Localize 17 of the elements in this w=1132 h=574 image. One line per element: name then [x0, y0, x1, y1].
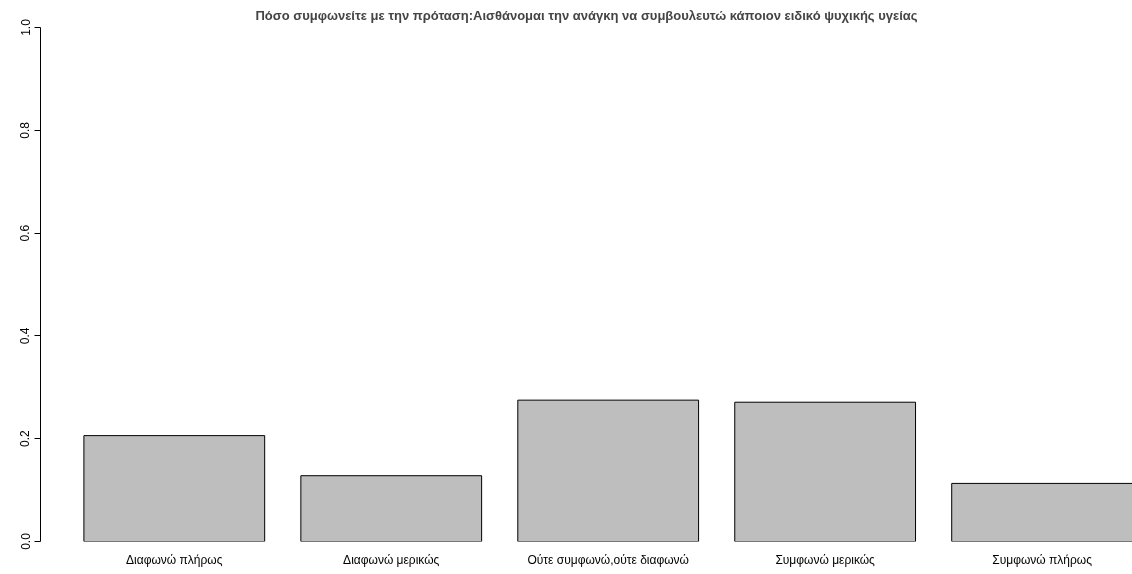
y-tick-label: 0.6	[18, 224, 33, 242]
y-tick-label: 1.0	[18, 18, 33, 36]
bar	[734, 401, 917, 542]
bar	[951, 482, 1132, 542]
y-tick-label: 0.8	[18, 121, 33, 139]
bar	[517, 399, 700, 542]
x-tick-label: Ούτε συμφωνώ,ούτε διαφωνώ	[527, 552, 689, 567]
x-tick-label: Συμφωνώ μερικώς	[775, 552, 876, 567]
x-tick-label: Συμφωνώ πλήρως	[992, 552, 1093, 567]
y-tick-label: 0.0	[18, 532, 33, 550]
bar	[83, 435, 266, 542]
chart-title: Πόσο συμφωνείτε με την πρόταση:Αισθάνομαι την ανάγκη να συμβουλευτώ κάποιον ειδικό ψυχικής υγείας	[255, 7, 918, 23]
x-tick-label: Διαφωνώ πλήρως	[126, 552, 223, 567]
bar	[300, 475, 483, 542]
y-tick-label: 0.2	[18, 430, 33, 448]
x-tick-label: Διαφωνώ μερικώς	[343, 552, 440, 567]
y-tick-label: 0.4	[18, 327, 33, 345]
